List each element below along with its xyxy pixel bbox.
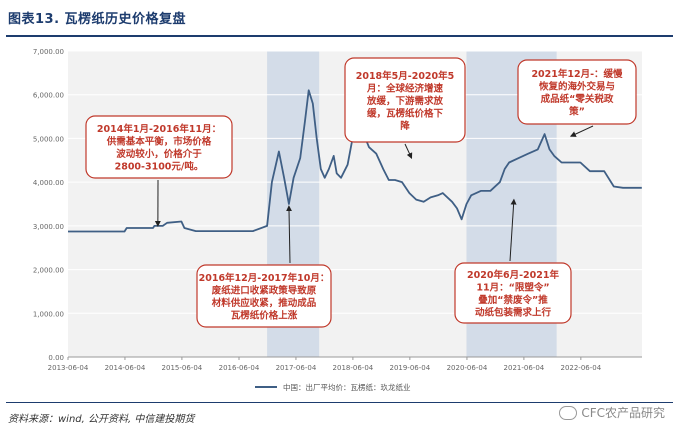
x-tick-label: 2015-06-04	[162, 364, 203, 372]
watermark: CFC农产品研究	[559, 404, 665, 421]
note-box	[85, 115, 233, 179]
watermark-text: CFC农产品研究	[581, 406, 665, 420]
x-tick-label: 2021-06-04	[504, 364, 545, 372]
note-box	[196, 264, 332, 328]
annotation-arrow	[286, 205, 293, 264]
note-text-line: 成品纸“零关税政	[541, 93, 614, 105]
x-tick-label: 2020-06-04	[447, 364, 488, 372]
note-text-line: 2018年5月-2020年5	[356, 70, 455, 82]
series-line	[68, 89, 642, 233]
note-box	[344, 57, 466, 143]
annotation-arrow	[569, 125, 594, 137]
y-tick-label: 5,000.00	[33, 135, 64, 143]
annotation-note-1: 2014年1月-2016年11月：供需基本平衡，市场价格波动较小，价格介于280…	[85, 115, 233, 179]
x-tick-label: 2014-06-04	[105, 364, 146, 372]
x-tick-label: 2013-06-04	[48, 364, 89, 372]
y-axis-ticks: 0.00 1,000.00 2,000.00 3,000.00 4,000.00 5,00…	[33, 48, 64, 362]
note-text-line: 缓，瓦楞纸价格下	[367, 107, 444, 119]
gridlines	[68, 50, 642, 358]
legend: 中国：出厂平均价：瓦楞纸：玖龙纸业	[255, 382, 411, 392]
note-text-line: 波动较小，价格介于	[116, 148, 202, 160]
note-text-line: 瓦楞纸价格上涨	[231, 310, 298, 322]
note-text-line: 废纸进口收紧政策导致原	[212, 285, 317, 297]
y-tick-label: 4,000.00	[33, 179, 64, 187]
legend-label: 中国：出厂平均价：瓦楞纸：玖龙纸业	[283, 382, 411, 392]
y-tick-label: 6,000.00	[33, 92, 64, 100]
x-tick-label: 2019-06-04	[389, 364, 430, 372]
title-rule	[6, 35, 673, 37]
wechat-icon	[559, 405, 578, 420]
x-axis-ticks: 2013-06-04 2014-06-04 2015-06-04 2016-06-04…	[48, 357, 602, 372]
annotation-arrow	[404, 143, 413, 160]
note-text-line: 2014年1月-2016年11月：	[97, 123, 221, 135]
note-text-line: 2800-3100元/吨。	[115, 161, 204, 173]
y-tick-label: 3,000.00	[33, 223, 64, 231]
note-box	[517, 59, 637, 125]
annotation-note-2: 2016年12月-2017年10月：废纸进口收紧政策导致原材料供应收紧，推动成品…	[196, 264, 332, 328]
source-rule	[6, 402, 673, 403]
note-text-line: 降	[400, 120, 410, 132]
x-tick-label: 2018-06-04	[333, 364, 374, 372]
annotation-arrows	[154, 125, 594, 264]
y-tick-label: 0.00	[48, 354, 64, 362]
annotation-notes: 2014年1月-2016年11月：供需基本平衡，市场价格波动较小，价格介于280…	[85, 57, 637, 328]
note-text-line: 供需基本平衡，市场价格	[106, 136, 212, 148]
note-text-line: 动纸包装需求上行	[475, 307, 552, 319]
note-text-line: 2021年12月-：缓慢	[531, 68, 623, 80]
y-tick-label: 1,000.00	[33, 310, 64, 318]
note-text-line: 放缓，下游需求放	[366, 95, 444, 107]
price-history-chart: 0.00 1,000.00 2,000.00 3,000.00 4,000.00 5,00…	[33, 48, 642, 392]
y-tick-label: 7,000.00	[33, 48, 64, 56]
note-text-line: 11月：“限塑令”	[476, 282, 549, 294]
note-text-line: 恢复的海外交易与	[539, 81, 615, 93]
note-text-line: 叠加“禁废令”推	[478, 294, 548, 306]
figure-title: 图表13. 瓦楞纸历史价格复盘	[8, 12, 187, 27]
annotation-arrow	[509, 198, 517, 262]
series-layer	[68, 89, 642, 233]
source-note: 资料来源：wind, 公开资料, 中信建投期货	[8, 414, 195, 425]
x-tick-label: 2017-06-04	[276, 364, 317, 372]
note-text-line: 策”	[568, 106, 585, 118]
x-tick-label: 2016-06-04	[219, 364, 260, 372]
note-box	[454, 262, 572, 324]
note-text-line: 月：全球经济增速	[366, 82, 444, 94]
note-text-line: 2016年12月-2017年10月：	[199, 272, 330, 284]
note-text-line: 材料供应收紧，推动成品	[211, 297, 317, 309]
note-text-line: 2020年6月-2021年	[467, 269, 559, 281]
y-tick-label: 2,000.00	[33, 267, 64, 275]
x-tick-label: 2022-06-04	[560, 364, 601, 372]
